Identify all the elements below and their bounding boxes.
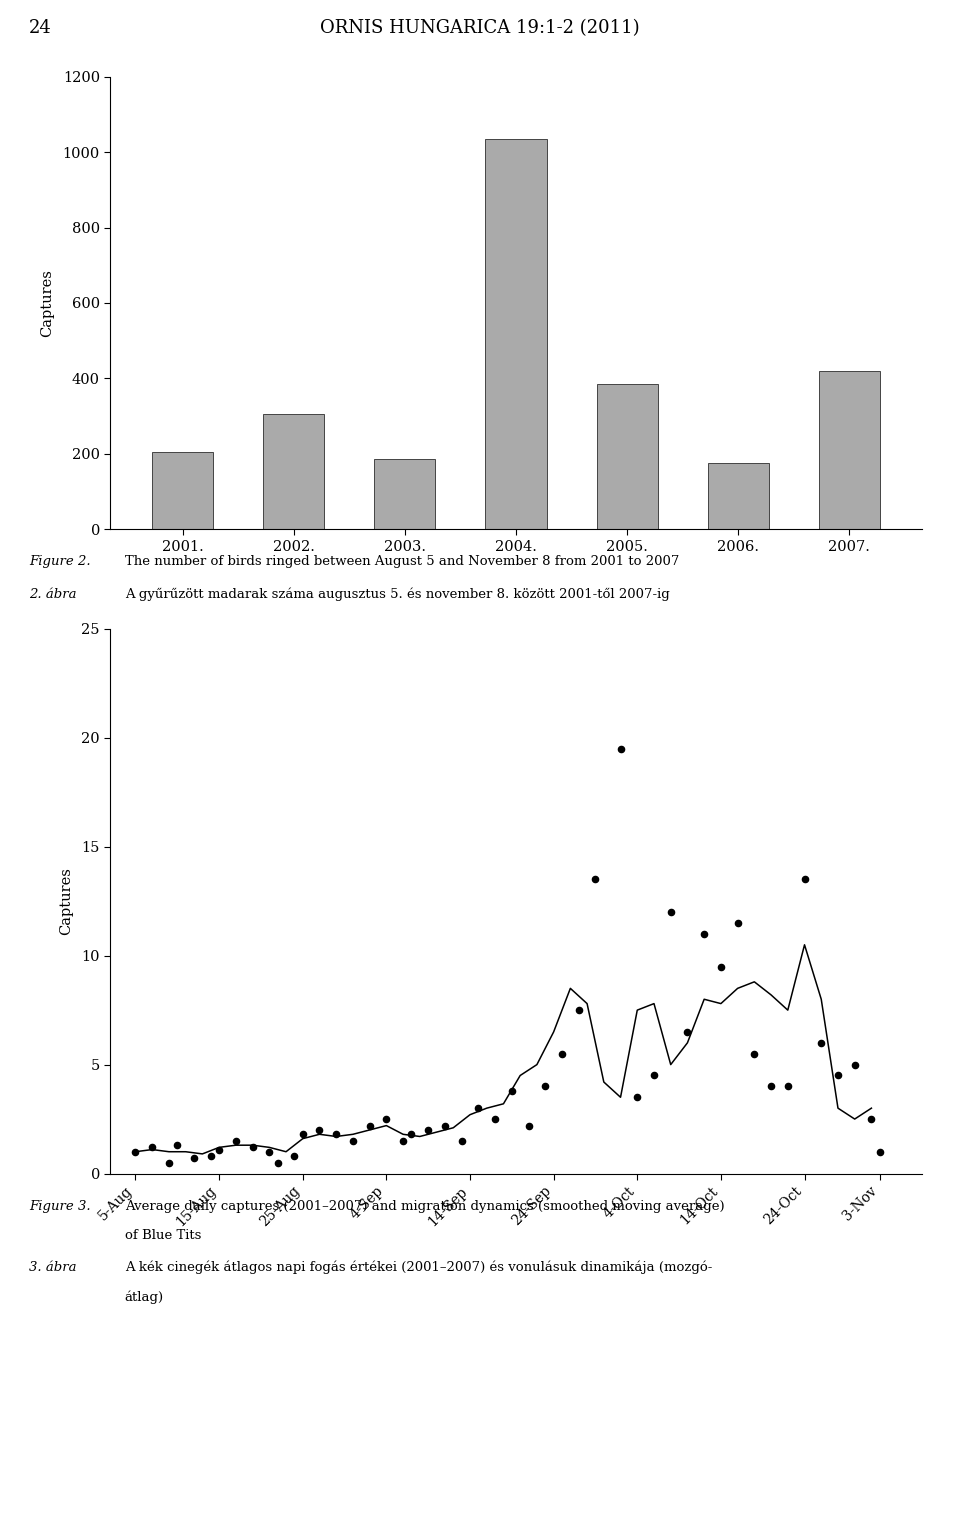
Point xyxy=(747,1042,762,1066)
Point xyxy=(538,1074,553,1098)
Point xyxy=(847,1052,862,1077)
Point xyxy=(470,1095,486,1120)
Point xyxy=(346,1129,361,1154)
Point xyxy=(170,1134,185,1158)
Point xyxy=(872,1140,887,1164)
Text: Figure 3.: Figure 3. xyxy=(29,1200,90,1212)
Text: Average daily captures (2001–2007) and migration dynamics (smoothed moving avera: Average daily captures (2001–2007) and m… xyxy=(125,1200,725,1212)
Point xyxy=(554,1042,569,1066)
Bar xyxy=(263,414,324,529)
Point xyxy=(362,1114,377,1138)
Point xyxy=(245,1135,260,1160)
Point xyxy=(420,1118,436,1143)
Point xyxy=(454,1129,469,1154)
Point xyxy=(396,1129,411,1154)
Point xyxy=(864,1108,879,1132)
Text: 3. ábra: 3. ábra xyxy=(29,1261,76,1273)
Point xyxy=(145,1135,160,1160)
Point xyxy=(128,1140,143,1164)
Text: A kék cinegék átlagos napi fogás értékei (2001–2007) és vonulásuk dinamikája (mo: A kék cinegék átlagos napi fogás értékei… xyxy=(125,1261,712,1275)
Text: The number of birds ringed between August 5 and November 8 from 2001 to 2007: The number of birds ringed between Augus… xyxy=(125,555,679,568)
Point xyxy=(328,1121,344,1146)
Point xyxy=(612,736,628,761)
Point xyxy=(295,1121,310,1146)
Point xyxy=(270,1150,285,1175)
Point xyxy=(763,1074,779,1098)
Point xyxy=(697,922,712,946)
Point xyxy=(730,911,745,936)
Point xyxy=(161,1150,177,1175)
Point xyxy=(211,1137,227,1161)
Bar xyxy=(819,371,880,529)
Point xyxy=(404,1121,420,1146)
Bar xyxy=(708,463,769,529)
Point xyxy=(663,900,679,925)
Text: of Blue Tits: of Blue Tits xyxy=(125,1229,202,1241)
Text: 2. ábra: 2. ábra xyxy=(29,588,76,600)
Point xyxy=(830,1063,846,1088)
Point xyxy=(186,1146,202,1170)
Bar xyxy=(486,140,546,529)
Bar xyxy=(152,453,213,529)
Bar xyxy=(374,460,436,529)
Point xyxy=(630,1085,645,1109)
Point xyxy=(780,1074,796,1098)
Point xyxy=(504,1078,519,1103)
Point xyxy=(680,1020,695,1045)
Point xyxy=(488,1108,503,1132)
Y-axis label: Captures: Captures xyxy=(59,867,73,936)
Point xyxy=(646,1063,661,1088)
Point xyxy=(571,999,587,1023)
Point xyxy=(228,1129,244,1154)
Point xyxy=(813,1031,828,1055)
Text: 24: 24 xyxy=(29,18,52,37)
Point xyxy=(287,1144,302,1169)
Point xyxy=(521,1114,537,1138)
Text: ORNIS HUNGARICA 19:1-2 (2011): ORNIS HUNGARICA 19:1-2 (2011) xyxy=(321,18,639,37)
Point xyxy=(262,1140,277,1164)
Point xyxy=(378,1108,394,1132)
Y-axis label: Captures: Captures xyxy=(40,268,55,337)
Text: Figure 2.: Figure 2. xyxy=(29,555,90,568)
Point xyxy=(797,867,812,891)
Point xyxy=(713,954,729,979)
Point xyxy=(437,1114,452,1138)
Text: A gyűrűzött madarak száma augusztus 5. és november 8. között 2001-től 2007-ig: A gyűrűzött madarak száma augusztus 5. é… xyxy=(125,588,669,601)
Point xyxy=(312,1118,327,1143)
Point xyxy=(204,1144,219,1169)
Point xyxy=(588,867,603,891)
Bar xyxy=(596,384,658,529)
Text: átlag): átlag) xyxy=(125,1290,164,1304)
